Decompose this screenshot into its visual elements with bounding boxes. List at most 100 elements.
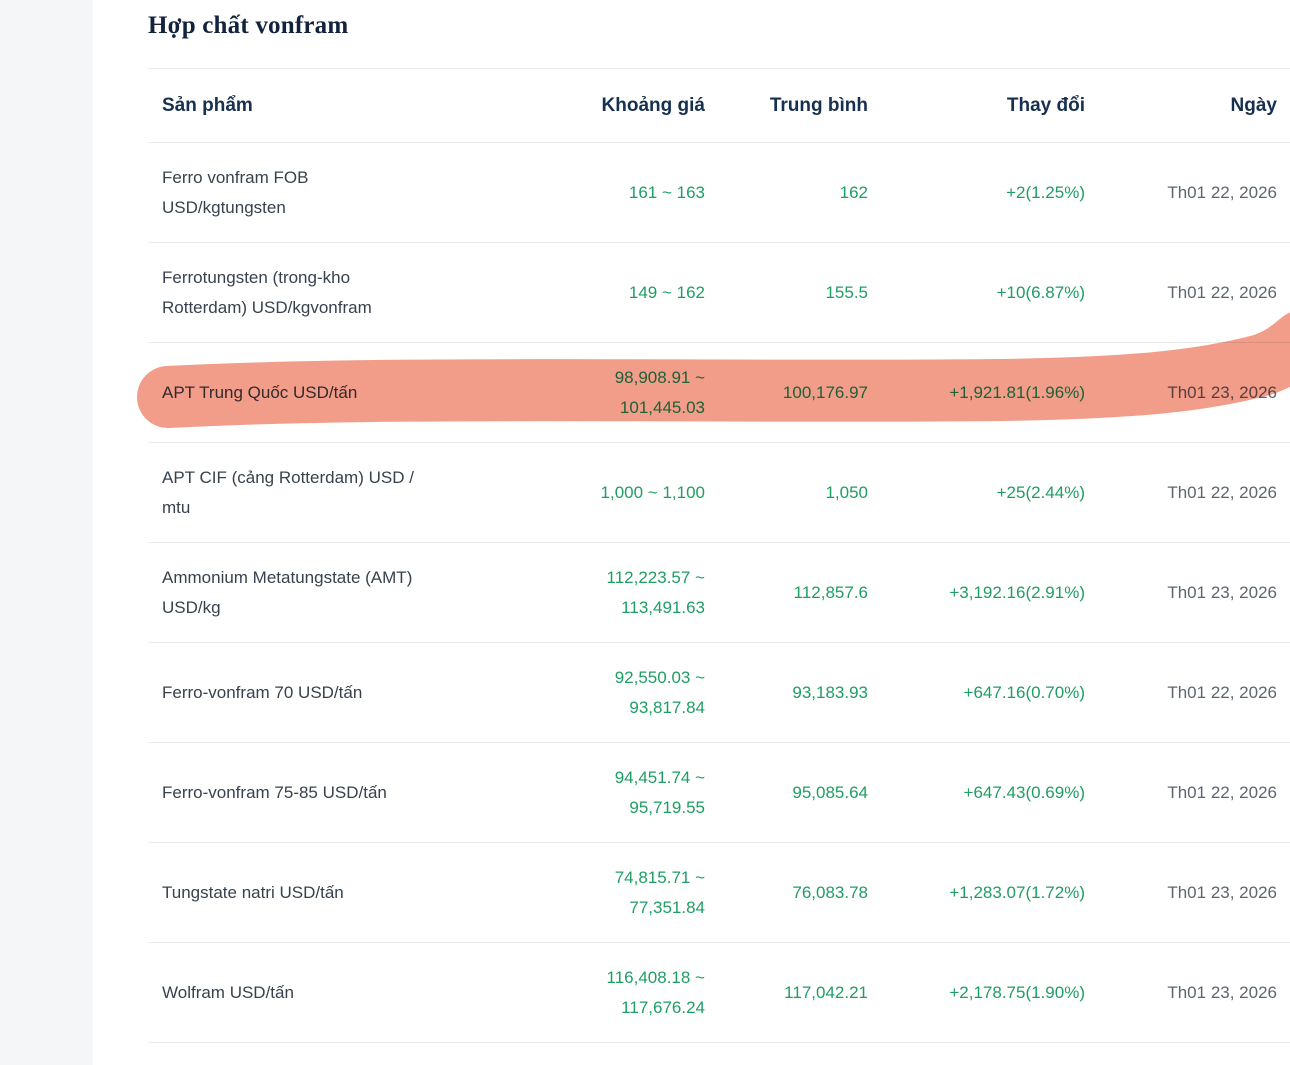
date-cell: Th01 22, 2026 — [1085, 443, 1290, 542]
change-value: +647.16(0.70%) — [963, 682, 1085, 702]
average-value: 162 — [839, 182, 868, 202]
price-range-value: 92,550.03 ~ 93,817.84 — [614, 667, 705, 717]
change-cell: +647.43(0.69%) — [868, 743, 1085, 842]
change-cell: +1,921.81(1.96%) — [868, 343, 1085, 442]
product-name: Ferro vonfram FOB USD/kgtungsten — [162, 167, 309, 217]
table-row: Ferro-vonfram 70 USD/tấn 92,550.03 ~ 93,… — [148, 643, 1290, 743]
price-range-cell: 98,908.91 ~ 101,445.03 — [478, 343, 705, 442]
change-value: +2,178.75(1.90%) — [949, 982, 1085, 1002]
product-cell: APT CIF (cảng Rotterdam) USD / mtu — [148, 443, 478, 542]
column-header-date: Ngày — [1230, 94, 1277, 116]
average-value: 93,183.93 — [792, 682, 868, 702]
price-range-cell: 1,000 ~ 1,100 — [478, 443, 705, 542]
average-cell: 95,085.64 — [705, 743, 868, 842]
price-range-value: 94,451.74 ~ 95,719.55 — [614, 767, 705, 817]
average-value: 117,042.21 — [784, 982, 868, 1002]
change-cell: +3,192.16(2.91%) — [868, 543, 1085, 642]
date-cell: Th01 22, 2026 — [1085, 143, 1290, 242]
page-title: Hợp chất vonfram — [148, 12, 349, 39]
price-range-cell: 74,815.71 ~ 77,351.84 — [478, 843, 705, 942]
product-name: Tungstate natri USD/tấn — [162, 882, 344, 902]
change-value: +10(6.87%) — [996, 282, 1085, 302]
price-range-value: 116,408.18 ~ 117,676.24 — [606, 967, 705, 1017]
date-cell: Th01 22, 2026 — [1085, 243, 1290, 342]
change-value: +2(1.25%) — [1006, 182, 1085, 202]
table-body: Ferro vonfram FOB USD/kgtungsten 161 ~ 1… — [137, 143, 1290, 1043]
product-cell: Ferro-vonfram 70 USD/tấn — [148, 643, 478, 742]
change-value: +647.43(0.69%) — [963, 782, 1085, 802]
product-cell: Ferro vonfram FOB USD/kgtungsten — [148, 143, 478, 242]
change-cell: +1,283.07(1.72%) — [868, 843, 1085, 942]
date-value: Th01 23, 2026 — [1167, 882, 1277, 902]
average-cell: 155.5 — [705, 243, 868, 342]
average-value: 100,176.97 — [782, 382, 868, 402]
product-name: Ammonium Metatungstate (AMT) USD/kg — [162, 567, 413, 617]
column-header-price-range: Khoảng giá — [601, 94, 705, 116]
table-row: Ferro-vonfram 75-85 USD/tấn 94,451.74 ~ … — [148, 743, 1290, 843]
price-range-value: 112,223.57 ~ 113,491.63 — [606, 567, 705, 617]
change-cell: +2(1.25%) — [868, 143, 1085, 242]
product-cell: Wolfram USD/tấn — [148, 943, 478, 1042]
price-table: Sản phẩm Khoảng giá Trung bình Thay đổi … — [137, 68, 1290, 1043]
average-value: 155.5 — [825, 282, 868, 302]
product-cell: APT Trung Quốc USD/tấn — [148, 343, 478, 442]
table-row: APT CIF (cảng Rotterdam) USD / mtu 1,000… — [148, 443, 1290, 543]
date-cell: Th01 23, 2026 — [1085, 543, 1290, 642]
product-cell: Ferrotungsten (trong-kho Rotterdam) USD/… — [148, 243, 478, 342]
price-range-value: 98,908.91 ~ 101,445.03 — [614, 367, 705, 417]
date-value: Th01 22, 2026 — [1167, 682, 1277, 702]
average-value: 112,857.6 — [793, 582, 868, 602]
change-cell: +10(6.87%) — [868, 243, 1085, 342]
product-cell: Tungstate natri USD/tấn — [148, 843, 478, 942]
price-range-value: 74,815.71 ~ 77,351.84 — [614, 867, 705, 917]
date-value: Th01 22, 2026 — [1167, 282, 1277, 302]
change-cell: +25(2.44%) — [868, 443, 1085, 542]
average-value: 1,050 — [825, 482, 868, 502]
table-row: Ammonium Metatungstate (AMT) USD/kg 112,… — [148, 543, 1290, 643]
product-name: Ferro-vonfram 70 USD/tấn — [162, 682, 363, 702]
date-value: Th01 22, 2026 — [1167, 782, 1277, 802]
product-name: APT Trung Quốc USD/tấn — [162, 382, 358, 402]
table-row: Ferrotungsten (trong-kho Rotterdam) USD/… — [148, 243, 1290, 343]
date-cell: Th01 23, 2026 — [1085, 343, 1290, 442]
change-value: +3,192.16(2.91%) — [949, 582, 1085, 602]
date-value: Th01 23, 2026 — [1167, 382, 1277, 402]
average-cell: 100,176.97 — [705, 343, 868, 442]
main-content: Hợp chất vonfram Sản phẩm Khoảng giá Tru… — [137, 0, 1290, 1043]
price-range-value: 149 ~ 162 — [628, 282, 705, 302]
average-cell: 112,857.6 — [705, 543, 868, 642]
change-value: +25(2.44%) — [996, 482, 1085, 502]
product-name: Wolfram USD/tấn — [162, 982, 294, 1002]
average-cell: 76,083.78 — [705, 843, 868, 942]
price-range-value: 161 ~ 163 — [628, 182, 705, 202]
product-cell: Ammonium Metatungstate (AMT) USD/kg — [148, 543, 478, 642]
date-value: Th01 22, 2026 — [1167, 182, 1277, 202]
price-range-cell: 92,550.03 ~ 93,817.84 — [478, 643, 705, 742]
table-row: Tungstate natri USD/tấn 74,815.71 ~ 77,3… — [148, 843, 1290, 943]
product-name: Ferrotungsten (trong-kho Rotterdam) USD/… — [162, 267, 372, 317]
date-value: Th01 23, 2026 — [1167, 582, 1277, 602]
column-header-average: Trung bình — [769, 94, 868, 116]
table-header-row: Sản phẩm Khoảng giá Trung bình Thay đổi … — [148, 69, 1290, 143]
price-range-value: 1,000 ~ 1,100 — [600, 482, 705, 502]
price-range-cell: 161 ~ 163 — [478, 143, 705, 242]
change-cell: +2,178.75(1.90%) — [868, 943, 1085, 1042]
average-cell: 162 — [705, 143, 868, 242]
date-value: Th01 23, 2026 — [1167, 982, 1277, 1002]
date-cell: Th01 22, 2026 — [1085, 643, 1290, 742]
product-name: Ferro-vonfram 75-85 USD/tấn — [162, 782, 387, 802]
column-header-change: Thay đổi — [1006, 94, 1085, 116]
table-row: Ferro vonfram FOB USD/kgtungsten 161 ~ 1… — [148, 143, 1290, 243]
date-value: Th01 22, 2026 — [1167, 482, 1277, 502]
product-name: APT CIF (cảng Rotterdam) USD / mtu — [162, 467, 414, 517]
column-header-product: Sản phẩm — [162, 94, 253, 116]
average-cell: 117,042.21 — [705, 943, 868, 1042]
date-cell: Th01 22, 2026 — [1085, 743, 1290, 842]
date-cell: Th01 23, 2026 — [1085, 943, 1290, 1042]
price-range-cell: 112,223.57 ~ 113,491.63 — [478, 543, 705, 642]
product-cell: Ferro-vonfram 75-85 USD/tấn — [148, 743, 478, 842]
left-sidebar — [0, 0, 93, 1065]
change-value: +1,921.81(1.96%) — [949, 382, 1085, 402]
date-cell: Th01 23, 2026 — [1085, 843, 1290, 942]
